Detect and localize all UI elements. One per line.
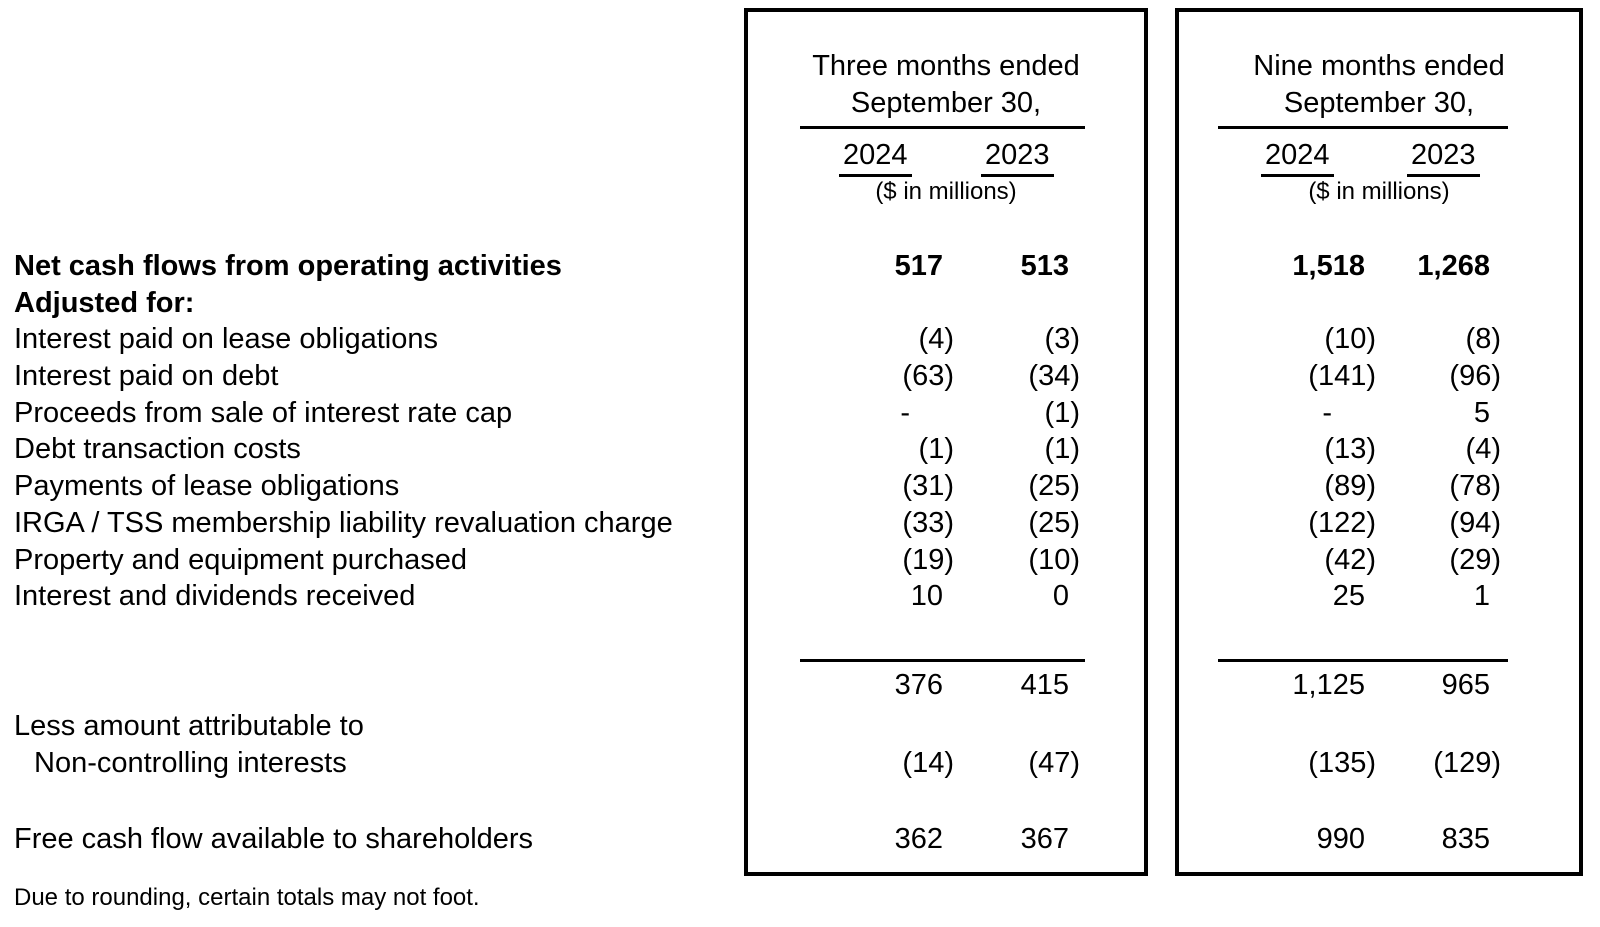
table-row: Adjusted for: (0, 285, 1600, 322)
row-label: Less amount attributable to (14, 709, 364, 742)
value-cell: 990 (1316, 823, 1365, 856)
row-label: Free cash flow available to shareholders (14, 823, 534, 856)
value-cell: (89) (1324, 470, 1376, 503)
column-header-2024: 2024 (1261, 138, 1334, 177)
subtotal-rule-right (1218, 658, 1508, 662)
value-cell: 1 (1473, 580, 1490, 613)
units-label: ($ in millions) (1308, 178, 1450, 205)
value-cell: (78) (1449, 470, 1501, 503)
column-header-2024: 2024 (839, 138, 912, 177)
value-cell: (1) (1044, 433, 1080, 466)
value-cell: (1) (918, 433, 954, 466)
value-cell: (31) (902, 470, 954, 503)
table-row: Non-controlling interests (14) (47) (135… (0, 745, 1600, 782)
value-cell: (10) (1028, 543, 1080, 576)
table-row: Free cash flow available to shareholders… (0, 821, 1600, 858)
value-cell: (33) (902, 506, 954, 539)
header-title-line1: Nine months ended (1253, 50, 1505, 82)
value-cell: (4) (918, 323, 954, 356)
value-cell: (13) (1324, 433, 1376, 466)
value-cell: (4) (1465, 433, 1501, 466)
value-cell: (29) (1449, 543, 1501, 576)
value-cell: 835 (1441, 823, 1490, 856)
table-row: Interest paid on lease obligations (4) (… (0, 321, 1600, 358)
header-rule (1218, 126, 1508, 129)
value-cell: 367 (1020, 823, 1069, 856)
table-row: Net cash flows from operating activities… (0, 248, 1600, 285)
subtotal-rule-left (800, 658, 1085, 662)
value-cell: 965 (1441, 668, 1490, 701)
value-cell: (122) (1308, 506, 1376, 539)
table-row: IRGA / TSS membership liability revaluat… (0, 505, 1600, 542)
row-label: Interest paid on lease obligations (14, 323, 439, 356)
value-cell: (19) (902, 543, 954, 576)
value-cell: 513 (1020, 250, 1069, 282)
table-body: Net cash flows from operating activities… (0, 248, 1600, 858)
header-title-line2: September 30, (1283, 87, 1475, 119)
value-cell: (10) (1324, 323, 1376, 356)
table-row: Proceeds from sale of interest rate cap … (0, 395, 1600, 432)
three-months-header: Three months ended September 30, (744, 48, 1148, 122)
header-rule (800, 126, 1085, 129)
row-label: IRGA / TSS membership liability revaluat… (14, 506, 673, 539)
row-label: Debt transaction costs (14, 433, 301, 466)
value-cell: (14) (902, 746, 954, 779)
value-cell: (63) (902, 360, 954, 393)
table-row: 376 415 1,125 965 (0, 658, 1600, 708)
value-cell: (47) (1028, 746, 1080, 779)
table-row: Interest and dividends received 10 0 25 … (0, 578, 1600, 615)
header-title-line2: September 30, (850, 87, 1042, 119)
row-label: Proceeds from sale of interest rate cap (14, 396, 513, 429)
value-cell: 415 (1020, 668, 1069, 701)
value-cell: (129) (1433, 746, 1501, 779)
row-label: Interest and dividends received (14, 580, 416, 613)
value-cell: 5 (1473, 396, 1490, 429)
table-row: Property and equipment purchased (19) (1… (0, 542, 1600, 579)
table-row: Interest paid on debt (63) (34) (141) (9… (0, 358, 1600, 395)
value-cell: 1,518 (1292, 250, 1365, 282)
nine-months-panel-border (1175, 8, 1583, 876)
value-cell: (25) (1028, 506, 1080, 539)
value-cell: 0 (1052, 580, 1069, 613)
column-header-2023: 2023 (1407, 138, 1480, 177)
value-cell: (25) (1028, 470, 1080, 503)
rounding-footnote: Due to rounding, certain totals may not … (14, 884, 480, 911)
value-cell: (3) (1044, 323, 1080, 356)
row-label: Interest paid on debt (14, 360, 279, 393)
value-cell: (1) (1044, 396, 1080, 429)
table-row: Debt transaction costs (1) (1) (13) (4) (0, 431, 1600, 468)
value-cell: (42) (1324, 543, 1376, 576)
value-cell: 25 (1332, 580, 1365, 613)
table-row: Payments of lease obligations (31) (25) … (0, 468, 1600, 505)
spacer-row (0, 615, 1600, 659)
row-label: Non-controlling interests (34, 746, 347, 779)
value-cell: 10 (910, 580, 943, 613)
value-cell: 1,125 (1292, 668, 1365, 701)
row-label: Net cash flows from operating activities (14, 250, 562, 282)
value-cell: 362 (894, 823, 943, 856)
header-title-line1: Three months ended (812, 50, 1080, 82)
value-cell: 1,268 (1417, 250, 1490, 282)
row-label: Payments of lease obligations (14, 470, 400, 503)
value-cell: - (1322, 396, 1332, 429)
spacer-row (0, 781, 1600, 821)
three-months-panel-border (744, 8, 1148, 876)
value-cell: (94) (1449, 506, 1501, 539)
nine-months-header: Nine months ended September 30, (1175, 48, 1583, 122)
value-cell: (34) (1028, 360, 1080, 393)
value-cell: (96) (1449, 360, 1501, 393)
value-cell: (8) (1465, 323, 1501, 356)
value-cell: 376 (894, 668, 943, 701)
column-header-2023: 2023 (981, 138, 1054, 177)
value-cell: 517 (894, 250, 943, 282)
units-label: ($ in millions) (875, 178, 1017, 205)
table-row: Less amount attributable to (0, 708, 1600, 745)
value-cell: (135) (1308, 746, 1376, 779)
value-cell: - (900, 396, 910, 429)
row-label: Adjusted for: (14, 286, 195, 319)
value-cell: (141) (1308, 360, 1376, 393)
row-label: Property and equipment purchased (14, 543, 468, 576)
